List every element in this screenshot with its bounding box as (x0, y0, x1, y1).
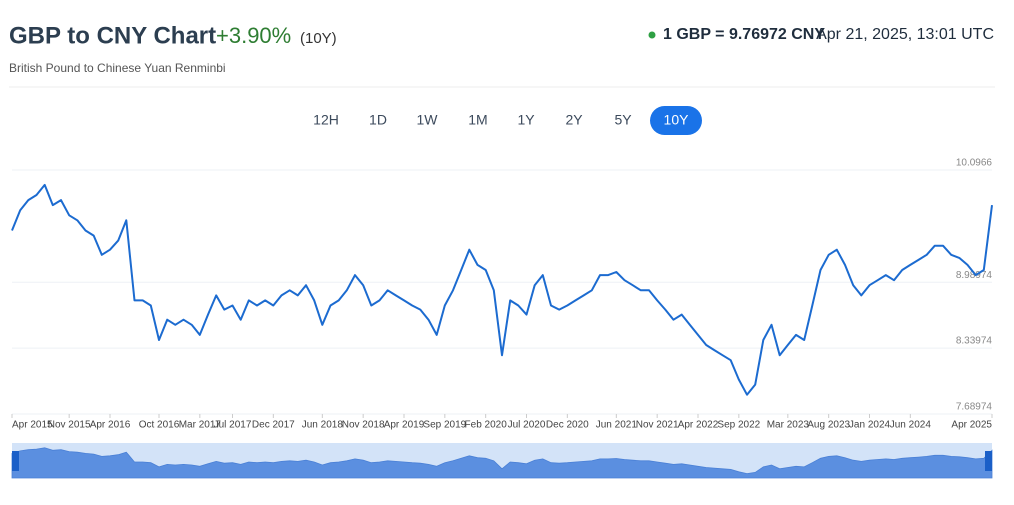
x-tick-label: Apr 2015 (12, 420, 53, 431)
range-button-label: 2Y (565, 112, 583, 128)
range-button[interactable]: 12H (313, 112, 339, 128)
range-button[interactable]: 1W (417, 112, 439, 128)
x-tick-label: Jan 2024 (849, 420, 891, 431)
range-button[interactable]: 1Y (517, 112, 535, 128)
x-tick-label: Aug 2023 (807, 420, 850, 431)
x-tick-label: Apr 2016 (90, 420, 131, 431)
range-button-label: 1M (468, 112, 487, 128)
x-tick-label: Feb 2020 (465, 420, 508, 431)
x-tick-label: Nov 2018 (342, 420, 385, 431)
x-tick-label: Sep 2019 (423, 420, 466, 431)
x-tick-label: Dec 2017 (252, 420, 295, 431)
rate: 1 GBP = 9.76972 CNY (663, 26, 825, 43)
change: +3.90% (216, 23, 291, 48)
title: GBP to CNY Chart (9, 22, 216, 49)
range-button-label: 1Y (517, 112, 535, 128)
range-button-label: 12H (313, 112, 339, 128)
x-tick-label: Jul 2020 (508, 420, 546, 431)
range-button-label: 5Y (614, 112, 632, 128)
x-tick-label: Mar 2023 (767, 420, 810, 431)
x-tick-label: Apr 2025 (951, 420, 992, 431)
period: (10Y) (300, 30, 337, 47)
range-button[interactable]: 1M (468, 112, 487, 128)
range-button-label: 1D (369, 112, 387, 128)
x-tick-label: Apr 2022 (678, 420, 719, 431)
x-tick-label: Jun 2021 (596, 420, 638, 431)
x-tick-label: Apr 2019 (384, 420, 425, 431)
x-tick-label: Oct 2016 (139, 420, 180, 431)
x-tick-label: Dec 2020 (546, 420, 589, 431)
y-tick-label: 7.68974 (956, 402, 993, 413)
x-tick-label: Jun 2018 (302, 420, 344, 431)
range-button-bg (650, 106, 702, 135)
y-tick-label: 10.0966 (956, 158, 993, 169)
navigator-area (11, 447, 993, 479)
range-button[interactable]: 1D (369, 112, 387, 128)
range-button-label: 10Y (664, 112, 690, 128)
x-tick-label: Jun 2024 (890, 420, 932, 431)
timestamp: Apr 21, 2025, 13:01 UTC (816, 26, 994, 43)
navigator-handle[interactable] (12, 451, 19, 471)
range-button[interactable]: 10Y (650, 106, 702, 135)
price-line (11, 183, 993, 396)
x-tick-label: Nov 2015 (48, 420, 91, 431)
navigator-handle[interactable] (985, 451, 992, 471)
subtitle: British Pound to Chinese Yuan Renminbi (9, 61, 226, 75)
range-button-label: 1W (417, 112, 439, 128)
y-tick-label: 8.98974 (956, 270, 993, 281)
x-tick-label: Nov 2021 (636, 420, 679, 431)
y-tick-label: 8.33974 (956, 336, 993, 347)
range-button[interactable]: 5Y (614, 112, 632, 128)
x-tick-label: Sep 2022 (717, 420, 760, 431)
x-tick-label: Mar 2017 (179, 420, 222, 431)
live-dot (648, 31, 656, 39)
x-tick-label: Jul 2017 (214, 420, 252, 431)
range-button[interactable]: 2Y (565, 112, 583, 128)
